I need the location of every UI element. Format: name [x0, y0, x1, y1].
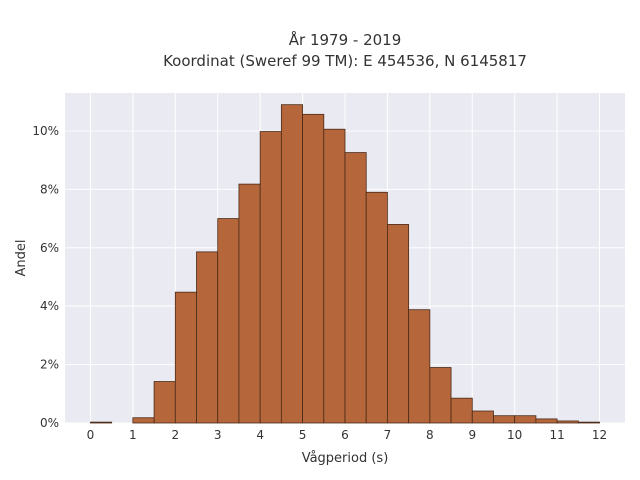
histogram-bar	[132, 417, 155, 424]
histogram-bar	[90, 421, 113, 424]
histogram-bar	[153, 381, 176, 424]
histogram-bar	[259, 131, 282, 424]
histogram-bar	[280, 104, 303, 424]
x-tick-label: 6	[341, 428, 349, 442]
y-tick-label: 4%	[40, 299, 59, 313]
axis-ticks: 0 1 2 3 4 5 6 7 8 9 10 11 120%2%4%6%8%10%	[32, 124, 607, 442]
x-tick-label: 5	[299, 428, 307, 442]
y-tick-label: 10%	[32, 124, 59, 138]
x-tick-label: 0	[87, 428, 95, 442]
x-tick-label: 2	[171, 428, 179, 442]
histogram-bar	[238, 183, 261, 424]
x-tick-label: 9	[468, 428, 476, 442]
y-axis-label: Andel	[14, 240, 29, 277]
histogram-bar	[196, 251, 219, 424]
histogram-bar	[556, 420, 579, 424]
histogram-bar	[514, 415, 537, 424]
x-tick-label: 4	[256, 428, 264, 442]
histogram-bar	[535, 418, 558, 424]
histogram-bar	[408, 309, 431, 424]
x-tick-label: 12	[592, 428, 607, 442]
x-tick-label: 8	[426, 428, 434, 442]
histogram-bar	[471, 410, 494, 424]
chart-title-line-1: År 1979 - 2019	[289, 30, 402, 49]
x-tick-label: 1	[129, 428, 137, 442]
histogram-bar	[429, 367, 452, 424]
histogram-bar	[450, 397, 473, 424]
histogram-bar	[217, 218, 240, 424]
histogram-bar	[302, 113, 325, 424]
histogram-bar	[323, 128, 346, 424]
histogram-bar	[365, 191, 388, 424]
histogram-bar	[493, 415, 516, 424]
x-tick-label: 3	[214, 428, 222, 442]
histogram-bar	[174, 291, 197, 424]
histogram-bar	[344, 152, 367, 424]
y-tick-label: 2%	[40, 358, 59, 372]
x-axis-label: Vågperiod (s)	[302, 451, 389, 466]
y-tick-label: 6%	[40, 241, 59, 255]
histogram-bar	[387, 224, 410, 424]
x-tick-label: 10	[507, 428, 522, 442]
x-tick-label: 11	[549, 428, 564, 442]
y-tick-label: 8%	[40, 182, 59, 196]
y-tick-label: 0%	[40, 416, 59, 430]
chart-title-line-2: Koordinat (Sweref 99 TM): E 454536, N 61…	[163, 52, 527, 70]
histogram-bar	[577, 421, 600, 424]
bars	[90, 104, 600, 424]
x-tick-label: 7	[384, 428, 392, 442]
